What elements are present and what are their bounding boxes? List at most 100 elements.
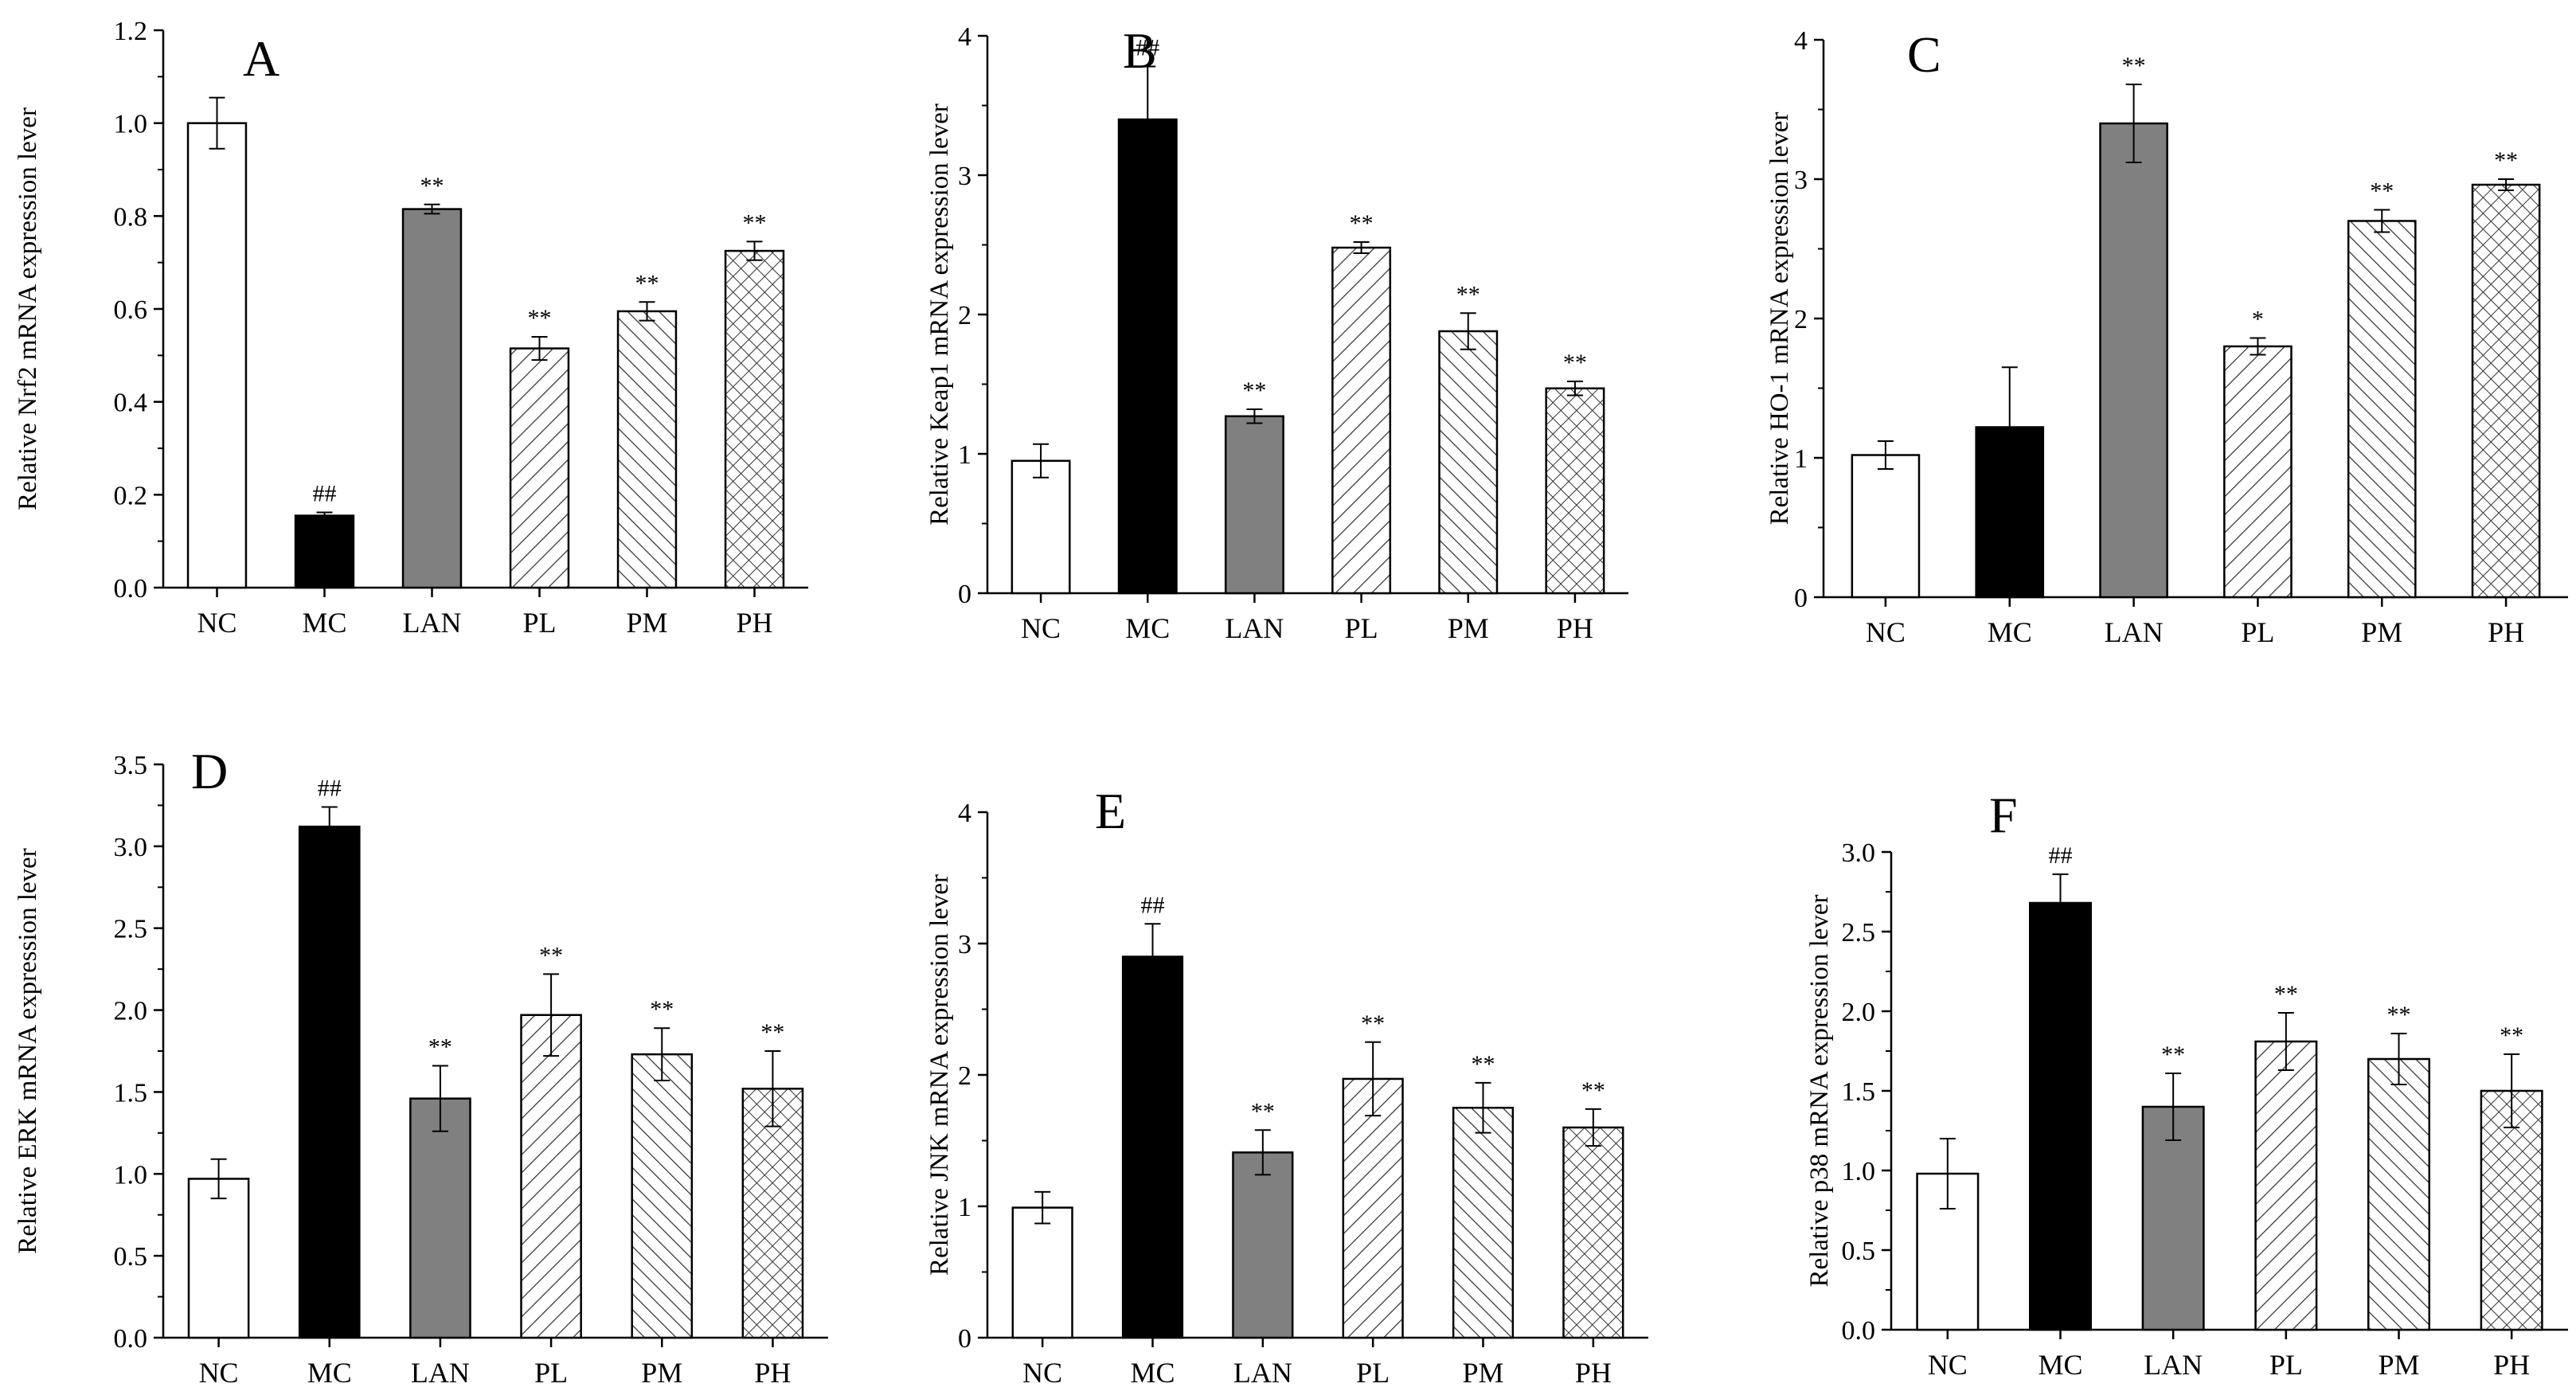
significance-mark: ** [743, 209, 767, 236]
y-tick-label: 0 [958, 1324, 971, 1354]
significance-mark: ## [1141, 892, 1165, 918]
significance-mark: ** [1472, 1051, 1495, 1077]
significance-mark: ** [1251, 1098, 1275, 1124]
significance-mark: ** [528, 305, 552, 331]
bar-mc [2029, 901, 2092, 1331]
bar-pl [1342, 1077, 1404, 1339]
bar-ph [2471, 183, 2541, 599]
significance-mark: ** [420, 173, 444, 199]
significance-mark: ** [2274, 981, 2298, 1007]
y-tick-label: 2 [958, 1061, 971, 1091]
significance-mark: ** [2500, 1022, 2523, 1049]
bar-pm [1452, 1107, 1515, 1339]
x-tick-label: NC [1928, 1349, 1968, 1381]
y-tick-label: 1.5 [1842, 1077, 1876, 1107]
y-tick-label: 1 [1794, 444, 1808, 474]
panel-letter: C [1907, 26, 1941, 83]
x-tick-label: NC [1021, 612, 1061, 644]
significance-mark: ** [2494, 147, 2518, 174]
y-tick-label: 2 [958, 301, 971, 330]
y-tick-label: 3.0 [114, 833, 148, 862]
bar-mc [1117, 118, 1178, 595]
bar-nc [186, 122, 248, 589]
x-tick-label: MC [307, 1357, 352, 1389]
significance-mark: ** [1350, 210, 1374, 236]
x-tick-label: PH [1575, 1357, 1612, 1389]
panel-a: 0.0 0.2 0.4 0.6 0.8 1.0 1.2 Relative Nrf2 mRNA … [14, 17, 808, 639]
y-tick-label: 3 [958, 930, 971, 959]
bar-mc [294, 514, 355, 589]
x-tick-label: PL [2269, 1349, 2303, 1381]
x-tick-label: PM [626, 607, 667, 639]
bar-nc [187, 1178, 250, 1339]
bar-lan [1232, 1151, 1294, 1339]
x-tick-label: MC [302, 607, 346, 639]
x-tick-label: PM [1462, 1357, 1503, 1389]
x-tick-label: PL [1345, 612, 1378, 644]
panel-letter: F [1989, 787, 2018, 843]
x-tick-label: PM [1448, 612, 1489, 644]
x-tick-label: NC [1022, 1357, 1062, 1389]
y-tick-label: 0.0 [114, 574, 148, 604]
y-tick-label: 4 [1794, 26, 1808, 56]
y-tick-label: 0.2 [114, 481, 148, 510]
panel-b: 0 1 2 3 4 Relative Keap1 mRNA expression leve… [925, 22, 1628, 644]
significance-mark: ## [313, 481, 337, 507]
panel-e: 0 1 2 3 4 Relative JNK mRNA expression lever E… [925, 783, 1648, 1389]
panel-c: 0 1 2 3 4 Relative HO-1 mRNA expression lever… [1765, 26, 2568, 648]
x-tick-label: PM [2378, 1349, 2419, 1381]
bar-pm [1438, 330, 1499, 595]
x-tick-label: LAN [1233, 1357, 1292, 1389]
y-tick-label: 1.5 [114, 1078, 148, 1108]
bar-lan [409, 1097, 471, 1339]
y-tick-label: 4 [958, 799, 971, 828]
panel-d: 0.0 0.5 1.0 1.5 2.0 2.5 3.0 3.5 Relative ERK mRN… [14, 743, 828, 1389]
bar-lan [401, 208, 463, 589]
bar-ph [1562, 1126, 1624, 1339]
y-axis-title: Relative HO-1 mRNA expression lever [1765, 112, 1794, 526]
y-axis-title: Relative Keap1 mRNA expression lever [925, 104, 954, 526]
y-tick-label: 1.2 [114, 17, 148, 46]
x-tick-label: PL [522, 607, 556, 639]
x-tick-label: MC [1125, 612, 1170, 644]
y-tick-label: 0 [1794, 584, 1808, 613]
x-tick-label: MC [1130, 1357, 1175, 1389]
y-tick-label: 1 [958, 440, 971, 470]
y-tick-label: 1.0 [114, 110, 148, 139]
y-tick-label: 1 [958, 1193, 971, 1222]
bar-pm [631, 1053, 694, 1339]
x-tick-label: PH [1557, 612, 1593, 644]
panel-letter: A [243, 30, 279, 87]
bar-nc [1010, 459, 1071, 595]
y-tick-label: 1.0 [1842, 1157, 1876, 1186]
significance-mark: ** [1456, 281, 1480, 307]
bar-mc [298, 825, 361, 1339]
x-tick-label: NC [1866, 616, 1906, 648]
x-tick-label: LAN [1225, 612, 1284, 644]
y-tick-label: 2.5 [114, 915, 148, 944]
x-tick-label: PH [2493, 1349, 2530, 1381]
bar-pm [616, 310, 678, 589]
y-tick-label: 0.4 [114, 389, 148, 418]
bar-nc [1011, 1206, 1073, 1339]
y-tick-label: 3.0 [1842, 838, 1876, 868]
x-tick-label: PH [2488, 616, 2524, 648]
x-tick-label: NC [197, 607, 236, 639]
x-tick-label: PL [1356, 1357, 1390, 1389]
significance-mark: ** [650, 996, 674, 1022]
y-tick-label: 0.0 [114, 1324, 148, 1354]
y-axis-title: Relative p38 mRNA expression lever [1805, 894, 1834, 1287]
bar-mc [1121, 955, 1184, 1339]
bar-pm [2367, 1057, 2430, 1331]
y-tick-label: 0.5 [114, 1242, 148, 1272]
x-tick-label: PH [736, 607, 772, 639]
y-tick-label: 2 [1794, 305, 1808, 334]
bar-lan [1224, 415, 1284, 595]
y-tick-label: 3.5 [114, 751, 148, 780]
bar-pl [509, 347, 570, 589]
significance-mark: * [2252, 307, 2264, 333]
significance-mark: ## [2049, 842, 2073, 869]
bar-pl [2254, 1040, 2318, 1331]
bar-pl [520, 1014, 582, 1339]
